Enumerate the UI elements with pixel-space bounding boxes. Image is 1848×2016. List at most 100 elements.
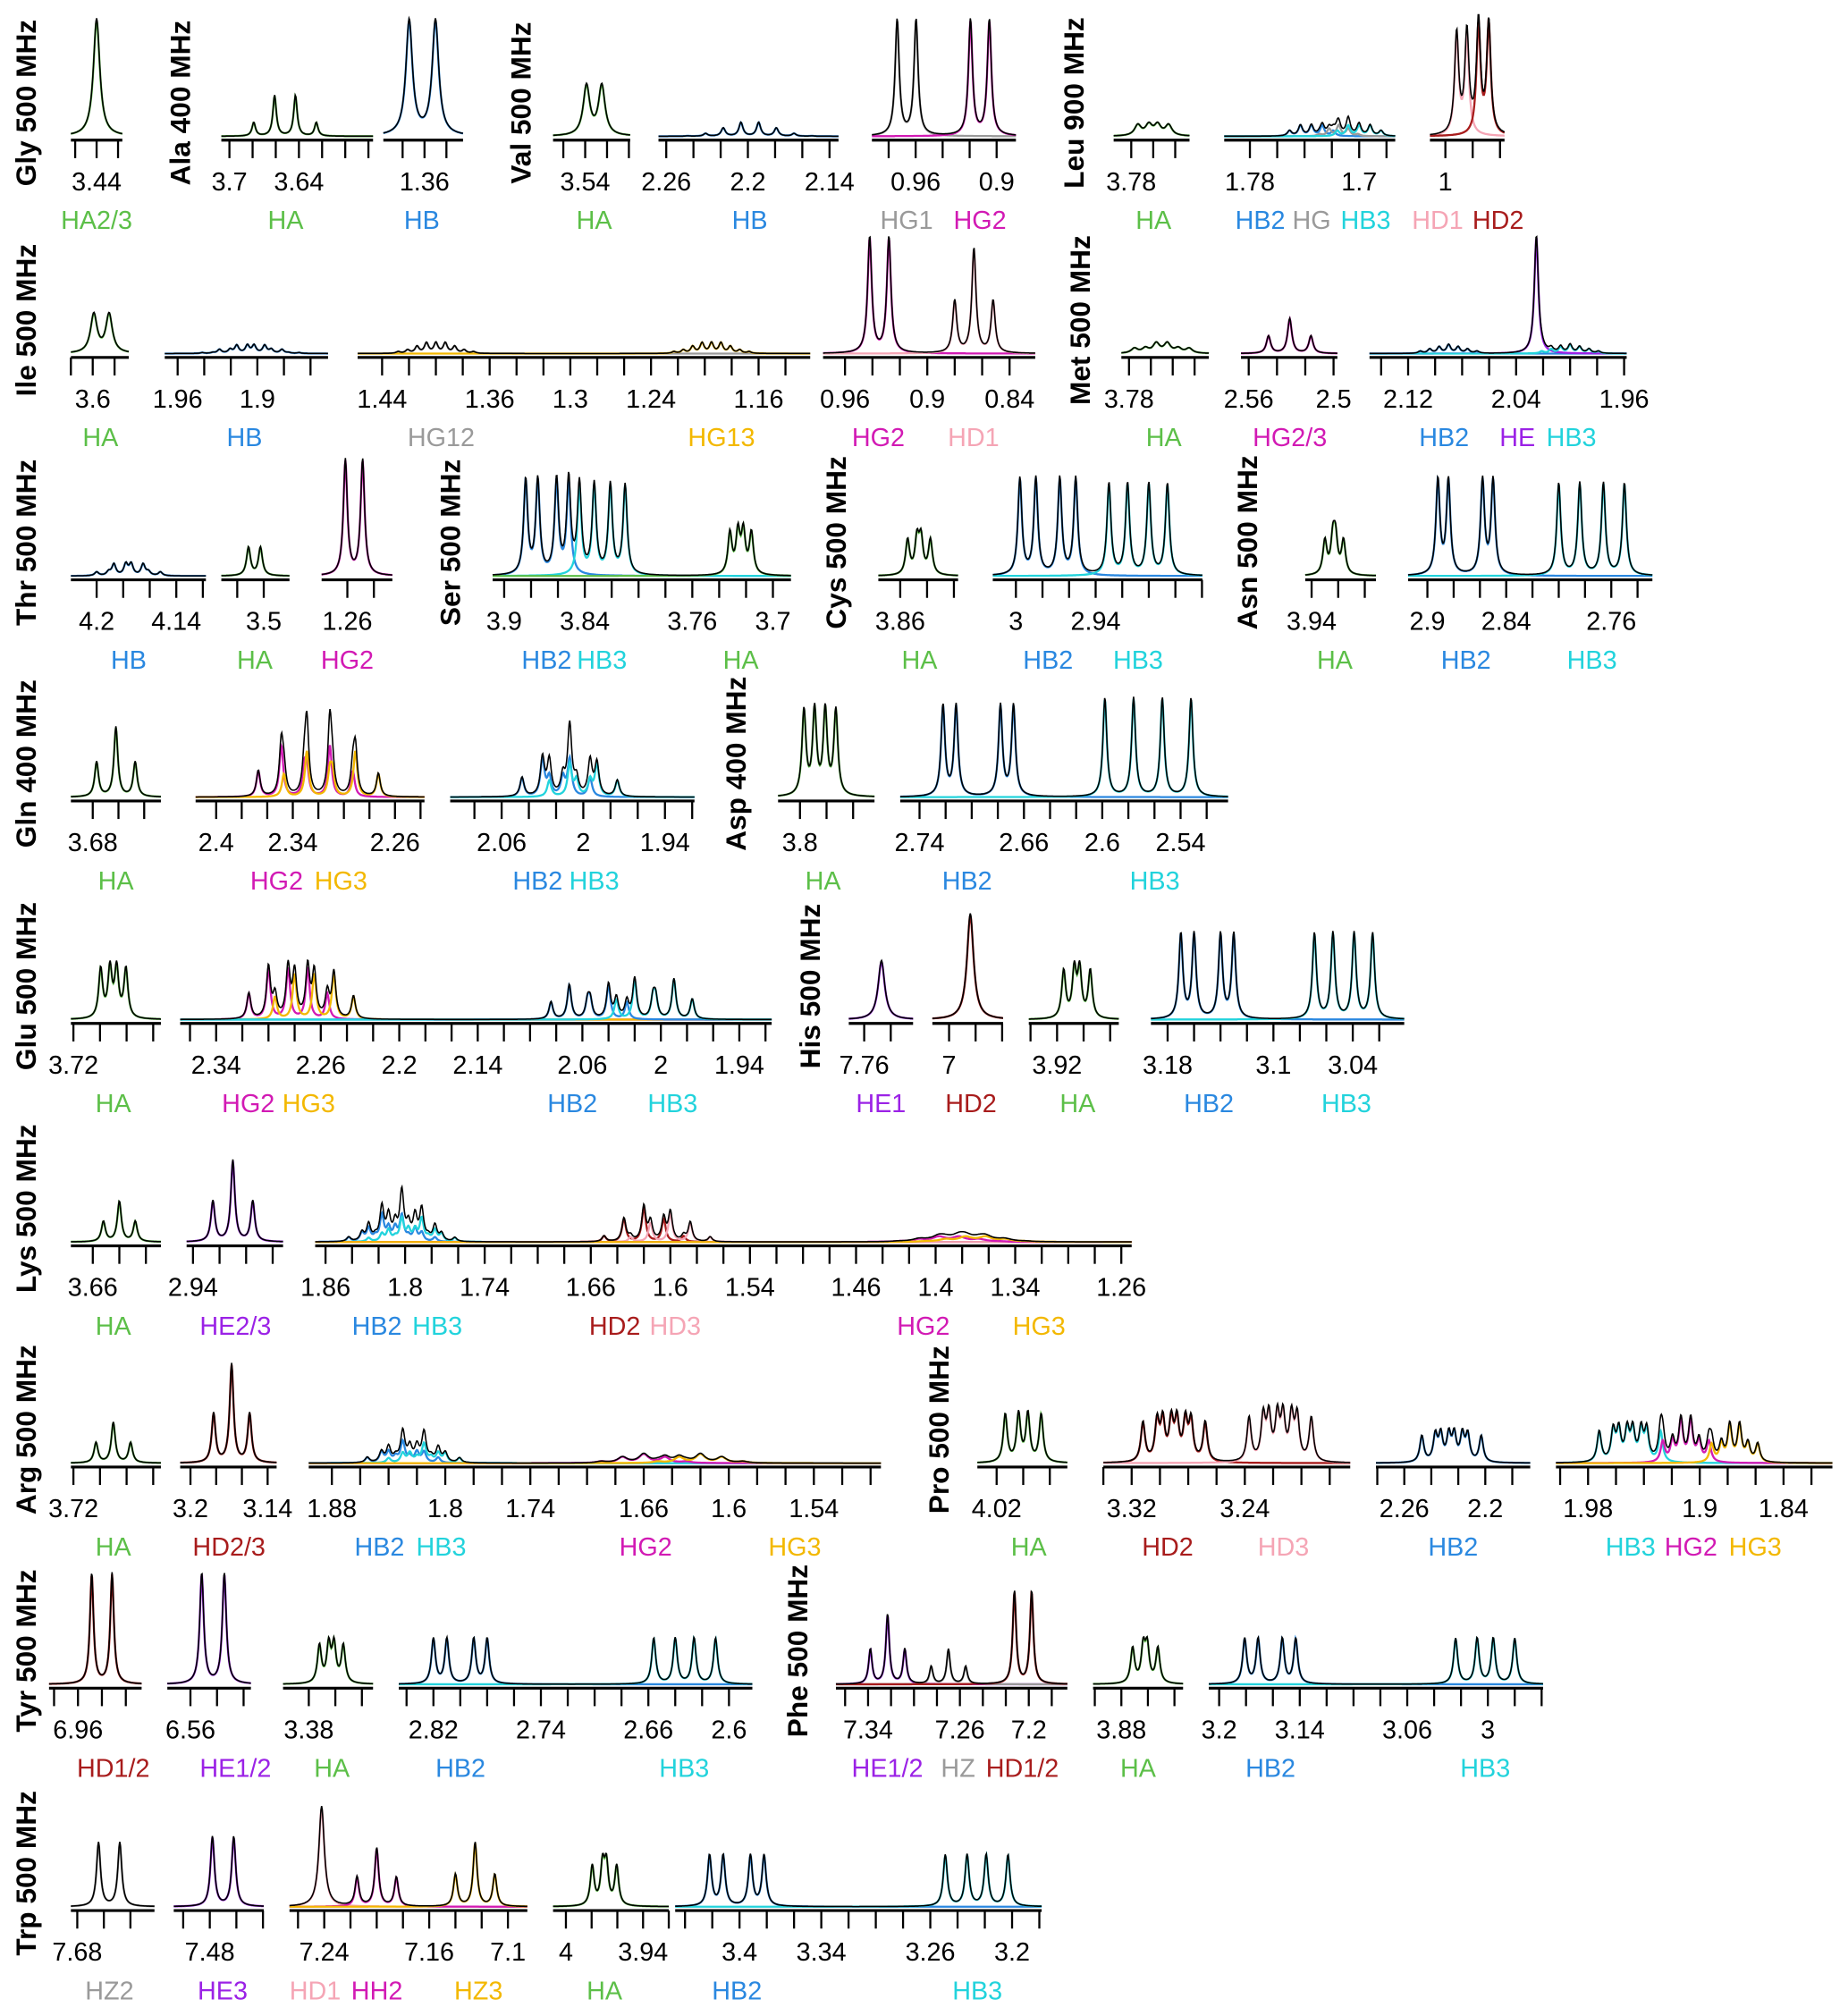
tick-label: 7.76 bbox=[840, 1051, 890, 1080]
spectrum-segment: 2.06 2 1.94 bbox=[450, 720, 695, 857]
residue-field-label: Ile 500 MHz bbox=[10, 244, 42, 396]
spectrum-segment: 7.34 7.26 7.2 bbox=[835, 1590, 1068, 1744]
experimental-spectrum bbox=[71, 561, 207, 577]
tick-label: 7.34 bbox=[843, 1716, 893, 1744]
experimental-spectrum bbox=[1028, 960, 1119, 1020]
tick-label: 2.04 bbox=[1491, 385, 1541, 414]
tick-label: 2 bbox=[576, 829, 590, 857]
proton-label-hg2: HG2 bbox=[1665, 1533, 1717, 1562]
tick-label: 3.06 bbox=[1382, 1716, 1432, 1744]
tick-label: 3.7 bbox=[212, 168, 248, 197]
tick-label: 1.94 bbox=[714, 1051, 764, 1080]
panel-gln: Gln 400 MHz 3.68 2.4 2.34 2.26 2.06 2 1.94 HA HG2… bbox=[10, 679, 695, 896]
proton-label-he: HE bbox=[1499, 424, 1535, 452]
spectrum-segment: 2.74 2.66 2.6 2.54 bbox=[895, 696, 1228, 857]
proton-label-ha: HA bbox=[1317, 646, 1354, 675]
proton-label-hb3: HB3 bbox=[1567, 646, 1617, 675]
experimental-spectrum bbox=[823, 235, 1035, 354]
spectrum-segment: 3.2 3.14 bbox=[173, 1362, 292, 1523]
peak-hd1 bbox=[1430, 30, 1505, 137]
proton-label-hh2: HH2 bbox=[351, 1977, 403, 2005]
tick-label: 2.2 bbox=[730, 168, 766, 197]
spectrum-segment: 4 3.94 bbox=[553, 1852, 671, 1967]
tick-label: 1.44 bbox=[357, 385, 407, 414]
tick-label: 7.2 bbox=[1011, 1716, 1047, 1744]
experimental-spectrum bbox=[1151, 931, 1405, 1020]
tick-label: 2.26 bbox=[296, 1051, 346, 1080]
panel-gly: Gly 500 MHz 3.44 HA2/3 bbox=[10, 18, 132, 235]
proton-label-hb2: HB2 bbox=[512, 867, 562, 896]
spectrum-segment: 1.26 bbox=[321, 458, 392, 637]
proton-label-hg2: HG2 bbox=[897, 1312, 949, 1341]
experimental-spectrum bbox=[899, 696, 1228, 797]
proton-label-hg3: HG3 bbox=[768, 1533, 821, 1562]
tick-label: 1.66 bbox=[619, 1495, 669, 1523]
tick-label: 3.68 bbox=[68, 829, 118, 857]
peak-he1-2 bbox=[167, 1573, 251, 1685]
tick-label: 0.84 bbox=[984, 385, 1034, 414]
peak-hg2 bbox=[180, 965, 772, 1021]
spectrum-segment: 3.7 3.64 bbox=[212, 92, 374, 197]
peak-ha bbox=[977, 1410, 1067, 1464]
spectrum-segment: 4.2 4.14 bbox=[71, 561, 207, 637]
tick-label: 1.74 bbox=[460, 1274, 510, 1303]
experimental-spectrum bbox=[173, 1835, 265, 1908]
proton-label-hg2: HG2 bbox=[222, 1090, 274, 1118]
spectrum-segment: 3.6 bbox=[70, 311, 130, 414]
spectrum-segment: 3.2 3.14 3.06 3 bbox=[1202, 1634, 1543, 1744]
spectrum-segment: 1 bbox=[1430, 13, 1506, 197]
experimental-spectrum bbox=[289, 1806, 527, 1908]
tick-label: 1.8 bbox=[427, 1495, 463, 1523]
proton-label-hb3: HB3 bbox=[1341, 207, 1391, 235]
tick-label: 3.24 bbox=[1219, 1495, 1270, 1523]
spectrum-segment: 3.78 bbox=[1104, 341, 1210, 414]
tick-label: 1.4 bbox=[918, 1274, 954, 1303]
proton-label-hb2: HB2 bbox=[435, 1755, 485, 1784]
spectrum-segment: 2.56 2.5 bbox=[1224, 315, 1352, 414]
tick-label: 7 bbox=[942, 1051, 957, 1080]
tick-label: 2.5 bbox=[1316, 385, 1352, 414]
tick-label: 4.2 bbox=[79, 608, 114, 637]
peak-ha bbox=[553, 1853, 670, 1908]
tick-label: 3.84 bbox=[560, 608, 610, 637]
proton-label-hd2: HD2 bbox=[1142, 1533, 1194, 1562]
experimental-spectrum bbox=[399, 1634, 753, 1685]
experimental-spectrum bbox=[492, 471, 791, 577]
residue-field-label: Thr 500 MHz bbox=[10, 460, 42, 626]
spectrum-segment: 1.86 1.8 1.74 1.66 1.6 1.54 1.46 1.4 1.34 1.26 bbox=[300, 1184, 1146, 1303]
proton-label-hd3: HD3 bbox=[1258, 1533, 1310, 1562]
residue-field-label: His 500 MHz bbox=[794, 904, 826, 1069]
panel-phe: Phe 500 MHz 7.34 7.26 7.2 3.88 3.2 3.14 3.06 3 HE… bbox=[781, 1565, 1543, 1784]
proton-label-hb2: HB2 bbox=[712, 1977, 762, 2005]
peak-hg2 bbox=[823, 237, 1035, 355]
peak-he bbox=[1369, 238, 1627, 355]
spectrum-segment: 7.76 bbox=[840, 958, 914, 1080]
residue-field-label: Tyr 500 MHz bbox=[10, 1569, 42, 1732]
experimental-spectrum bbox=[1121, 341, 1210, 354]
tick-label: 3.78 bbox=[1106, 168, 1156, 197]
panel-trp: Trp 500 MHz 7.68 7.48 7.24 7.16 7.1 4 3.94 3.4 3.… bbox=[10, 1791, 1042, 2005]
experimental-spectrum bbox=[383, 15, 464, 134]
tick-label: 3.34 bbox=[797, 1938, 847, 1967]
tick-label: 0.9 bbox=[909, 385, 945, 414]
tick-label: 7.1 bbox=[490, 1938, 526, 1967]
proton-label-ha: HA bbox=[1120, 1755, 1157, 1784]
tick-label: 3.2 bbox=[173, 1495, 208, 1523]
peak-hg2 bbox=[872, 21, 1017, 138]
proton-label-hb: HB bbox=[226, 424, 262, 452]
peak-hb3 bbox=[180, 978, 772, 1021]
proton-label-ha: HA bbox=[237, 646, 274, 675]
tick-label: 3.92 bbox=[1032, 1051, 1082, 1080]
spectrum-segment: 7 bbox=[932, 913, 1004, 1080]
experimental-spectrum bbox=[1241, 316, 1337, 354]
peak-hz2 bbox=[71, 1843, 155, 1908]
proton-label-hb3: HB3 bbox=[1113, 646, 1163, 675]
peak-ha bbox=[71, 311, 130, 353]
proton-label-ha: HA bbox=[96, 1312, 132, 1341]
proton-label-hg2: HG2 bbox=[321, 646, 374, 675]
residue-field-label: Ser 500 MHz bbox=[435, 460, 467, 626]
experimental-spectrum bbox=[71, 311, 130, 353]
proton-label-hb2: HB2 bbox=[352, 1312, 402, 1341]
spectrum-segment: 3.44 bbox=[71, 18, 123, 197]
experimental-spectrum bbox=[1224, 114, 1396, 138]
